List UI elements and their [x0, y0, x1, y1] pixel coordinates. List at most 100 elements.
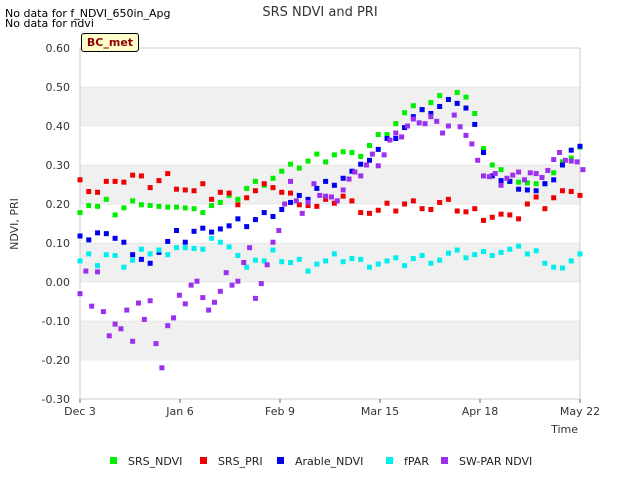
- srs-pri-point: [568, 189, 574, 195]
- chart-title: SRS NDVI and PRI: [262, 5, 377, 20]
- arable-ndvi-point: [138, 256, 144, 262]
- srs-ndvi-point: [209, 203, 215, 209]
- sw-par-ndvi-point: [580, 167, 586, 173]
- srs-pri-point: [296, 202, 302, 208]
- legend-swatch-arable-ndvi: [277, 457, 284, 464]
- srs-pri-point: [559, 188, 565, 194]
- srs-ndvi-point: [524, 180, 530, 186]
- srs-ndvi-point: [252, 178, 258, 184]
- srs-ndvi-point: [568, 155, 574, 161]
- srs-ndvi-point: [481, 146, 487, 152]
- sw-par-ndvi-point: [475, 157, 481, 163]
- sw-par-ndvi-point: [229, 282, 235, 288]
- fpar-point: [384, 258, 390, 264]
- sw-par-ndvi-point: [247, 245, 253, 251]
- y-tick-label: 0.10: [46, 237, 71, 250]
- srs-ndvi-point: [182, 205, 188, 211]
- x-tick-label: Apr 18: [462, 405, 499, 418]
- arable-ndvi-point: [419, 107, 425, 113]
- srs-ndvi-point: [349, 150, 355, 156]
- srs-pri-point: [323, 196, 329, 202]
- fpar-point: [463, 255, 469, 261]
- arable-ndvi-point: [121, 239, 127, 245]
- fpar-point: [516, 243, 522, 249]
- srs-pri-point: [489, 214, 495, 220]
- arable-ndvi-point: [463, 105, 469, 111]
- sw-par-ndvi-point: [141, 316, 147, 322]
- arable-ndvi-point: [209, 229, 215, 235]
- srs-pri-point: [235, 202, 241, 208]
- arable-ndvi-point: [226, 223, 232, 229]
- sw-par-ndvi-point: [305, 199, 311, 205]
- arable-ndvi-point: [454, 100, 460, 106]
- fpar-point: [454, 247, 460, 253]
- arable-ndvi-point: [244, 224, 250, 230]
- srs-pri-point: [138, 173, 144, 179]
- fpar-point: [577, 251, 583, 257]
- srs-ndvi-point: [244, 185, 250, 191]
- fpar-point: [147, 251, 153, 257]
- sw-par-ndvi-point: [469, 141, 475, 147]
- fpar-point: [340, 259, 346, 265]
- srs-pri-point: [516, 216, 522, 222]
- srs-ndvi-point: [270, 175, 276, 181]
- fpar-point: [112, 252, 118, 258]
- sw-par-ndvi-point: [410, 116, 416, 122]
- arable-ndvi-point: [270, 213, 276, 219]
- sw-par-ndvi-point: [440, 130, 446, 136]
- fpar-point: [86, 251, 92, 257]
- srs-pri-point: [402, 201, 408, 207]
- srs-pri-point: [156, 178, 162, 184]
- srs-ndvi-point: [130, 198, 136, 204]
- srs-pri-point: [279, 189, 285, 195]
- srs-pri-point: [366, 210, 372, 216]
- arable-ndvi-point: [559, 162, 565, 168]
- srs-pri-point: [507, 212, 513, 218]
- fpar-point: [428, 260, 434, 266]
- x-axis-label: Time: [550, 423, 578, 436]
- sw-par-ndvi-point: [393, 130, 399, 136]
- grid-band: [80, 87, 580, 126]
- fpar-point: [524, 251, 530, 257]
- x-tick-label: Jan 6: [165, 405, 193, 418]
- srs-pri-point: [472, 206, 478, 212]
- arable-ndvi-point: [568, 147, 574, 153]
- srs-pri-point: [384, 200, 390, 206]
- srs-ndvi-point: [147, 203, 153, 209]
- fpar-point: [191, 245, 197, 251]
- arable-ndvi-point: [261, 210, 267, 216]
- fpar-point: [252, 257, 258, 263]
- fpar-point: [209, 235, 215, 241]
- srs-ndvi-point: [173, 204, 179, 210]
- srs-pri-point: [130, 172, 136, 178]
- sw-par-ndvi-point: [533, 171, 539, 177]
- srs-ndvi-point: [95, 203, 101, 209]
- fpar-point: [498, 249, 504, 255]
- fpar-point: [173, 245, 179, 251]
- srs-pri-point: [542, 206, 548, 212]
- y-tick-label: 0.00: [46, 276, 71, 289]
- y-tick-label: 0.20: [46, 198, 71, 211]
- legend-swatch-srs-ndvi: [110, 457, 117, 464]
- fpar-point: [138, 246, 144, 252]
- srs-ndvi-point: [384, 132, 390, 138]
- sw-par-ndvi-point: [416, 120, 422, 126]
- srs-pri-point: [103, 178, 109, 184]
- fpar-point: [217, 239, 223, 245]
- sw-par-ndvi-point: [106, 333, 112, 339]
- legend-label-srs-pri: SRS_PRI: [218, 455, 263, 468]
- sw-par-ndvi-point: [434, 118, 440, 124]
- srs-pri-point: [393, 208, 399, 214]
- fpar-point: [323, 258, 329, 264]
- sw-par-ndvi-point: [194, 278, 200, 284]
- sw-par-ndvi-point: [562, 157, 568, 163]
- sw-par-ndvi-point: [516, 169, 522, 175]
- srs-ndvi-point: [217, 199, 223, 205]
- fpar-point: [437, 257, 443, 263]
- sw-par-ndvi-point: [527, 170, 533, 176]
- sw-par-ndvi-point: [100, 309, 106, 315]
- fpar-point: [200, 246, 206, 252]
- arable-ndvi-point: [95, 230, 101, 236]
- srs-pri-point: [551, 195, 557, 201]
- sw-par-ndvi-point: [358, 173, 364, 179]
